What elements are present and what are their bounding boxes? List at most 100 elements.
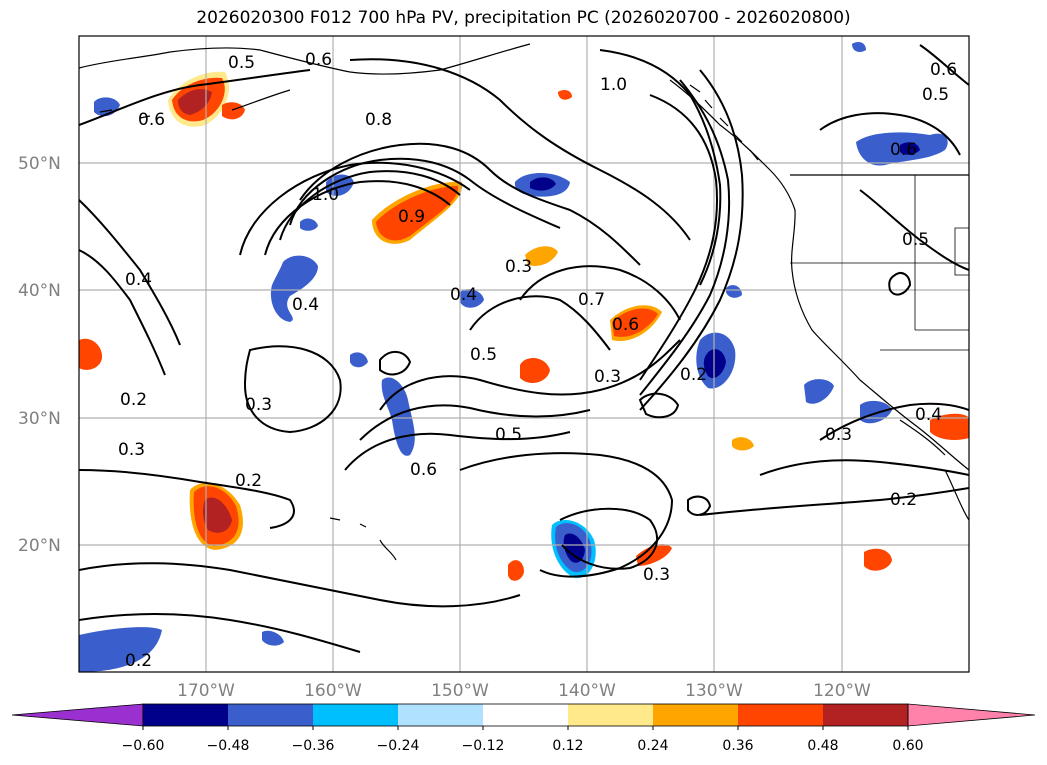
colorbar-cell [653,704,738,726]
precip-positive-blob [178,89,212,115]
contour-label: 0.4 [125,270,152,290]
contour-label: 0.2 [120,390,147,410]
precip-positive-blob [203,497,232,533]
colorbar-cell [738,704,823,726]
colorbar-tick-label: 0.60 [892,738,923,754]
pv-contour [638,392,680,419]
contour-label: 0.3 [643,565,670,585]
pv-contour [819,402,969,441]
pv-contour [79,69,311,126]
precip-positive-blob [525,246,558,266]
precip-negative-blob [703,349,726,379]
lon-label: 150°W [431,681,489,701]
colorbar-tick-label: −0.60 [122,738,165,754]
colorbar: −0.60 −0.48 −0.36 −0.24 −0.12 0.12 0.24 0.36 0.4… [11,703,1036,754]
colorbar-tick-label: 0.12 [552,738,583,754]
pv-contour [699,487,969,516]
colorbar-cell [823,704,908,726]
plot-frame [78,35,970,673]
lon-label: 170°W [177,681,235,701]
contour-label: 0.2 [890,490,917,510]
pv-contour [79,613,361,653]
precip-positive-blob [930,413,969,440]
precip-negative-blob [563,533,585,563]
pv-contour [559,507,659,570]
precip-positive-blob [376,186,459,241]
pv-contour [859,189,969,271]
alaska-coastline [79,43,531,75]
contour-label: 0.2 [680,365,707,385]
lat-label: 30°N [18,409,61,429]
contour-label: 0.7 [578,290,605,310]
contour-label: 0.6 [612,315,639,335]
pv-contour [299,142,641,266]
contour-label: 1.0 [312,185,339,205]
lat-label: 50°N [18,154,61,174]
pv-contour [379,339,681,411]
colorbar-tick-label: 0.48 [807,738,838,754]
lon-label: 160°W [304,681,362,701]
precip-positive-blob [508,560,524,581]
lat-label: 40°N [18,281,61,301]
pv-contour [819,112,961,156]
pv-contour [243,345,342,434]
contour-label: 0.5 [902,230,929,250]
colorbar-cell [313,704,398,726]
contour-label: 0.6 [138,110,165,130]
colorbar-extend-min [11,703,144,727]
hawaii-islands [329,517,397,561]
colorbar-cell [568,704,653,726]
precip-negative-blob [262,630,284,646]
contour-label: 0.2 [235,471,262,491]
longitude-labels: 170°W 160°W 150°W 140°W 130°W 120°W [177,681,871,701]
contour-label: 1.0 [600,75,627,95]
graticule [79,36,969,672]
pv-contour [79,562,521,608]
map-title: 2026020300 F012 700 hPa PV, precipitatio… [196,8,851,28]
colorbar-cell [143,704,228,726]
mexico-coast [899,419,946,456]
contour-label: 0.4 [915,405,942,425]
contour-label: 0.5 [495,425,522,445]
pv-contour [79,249,166,376]
lon-label: 120°W [813,681,871,701]
colorbar-cell [398,704,483,726]
pv-contours [79,44,969,653]
pv-contour [519,265,681,321]
baja-coast [944,469,969,521]
pv-contour [599,49,722,286]
colorbar-cell [483,704,568,726]
precip-positive-blob [732,437,754,451]
precip-positive-blob [558,89,572,100]
contour-label: 0.3 [245,395,272,415]
colorbar-tick-label: −0.48 [207,738,250,754]
contour-label: 0.3 [505,257,532,277]
contour-label: 0.6 [890,140,917,160]
lat-label: 20°N [18,536,61,556]
pv-contour [919,44,969,86]
contour-label: 0.6 [410,460,437,480]
pv-contour [888,272,912,296]
precip-negative-blob [79,627,162,672]
contour-label: 0.5 [922,85,949,105]
contour-label: 0.8 [365,110,392,130]
precip-negative-blob [726,285,742,298]
pv-contour [379,351,412,376]
contour-label: 0.5 [470,345,497,365]
aleutian-islands [99,89,291,119]
colorbar-tick-label: −0.12 [462,738,505,754]
precip-positive-blob [520,358,550,384]
bc-islands [689,84,759,161]
latitude-labels: 50°N 40°N 30°N 20°N [18,154,61,556]
precip-negative-blob [270,255,318,322]
pv-contour [279,170,461,241]
precip-negative-blob [350,352,368,368]
precip-positive-blob [79,338,103,370]
precip-shading [79,42,969,672]
colorbar-extend-max [907,703,1036,727]
colorbar-cell [228,704,313,726]
precip-negative-blob [300,218,318,231]
colorbar-frame [142,703,909,727]
contour-label: 0.4 [292,295,319,315]
pv-contour [639,69,744,411]
